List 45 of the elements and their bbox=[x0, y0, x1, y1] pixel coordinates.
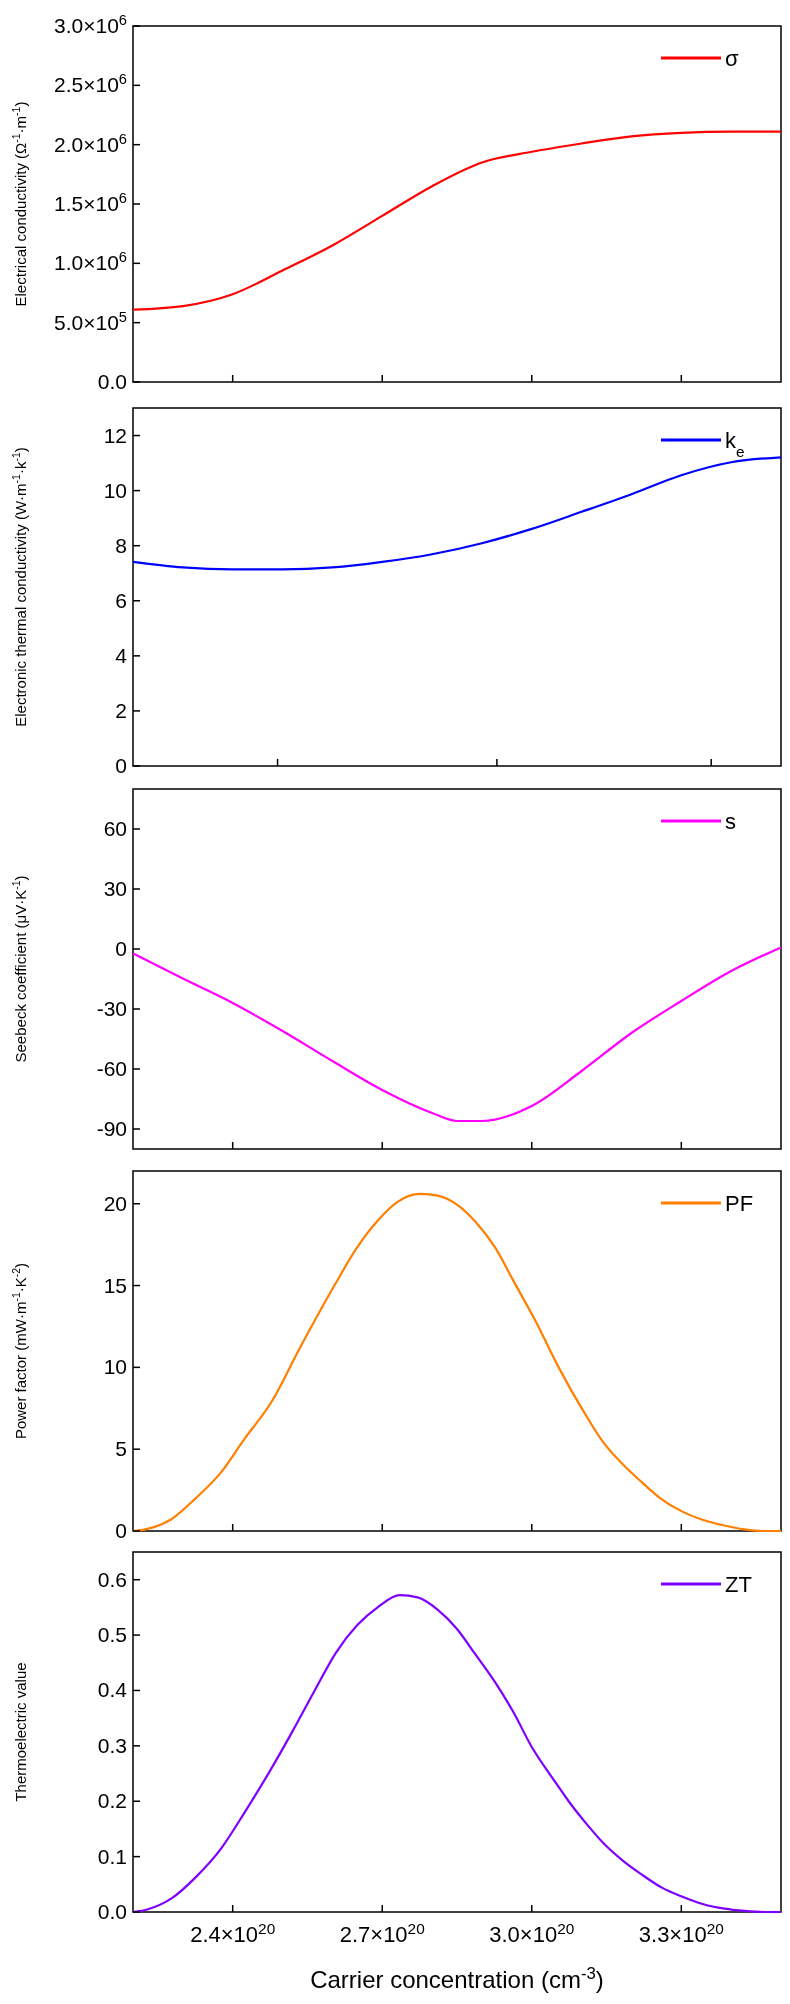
y-tick-label: 20 bbox=[103, 1191, 127, 1215]
y-tick-label: 3.0×10$^{6}$ bbox=[54, 12, 127, 37]
x-tick-label: 3.3×10$^{20}$ bbox=[638, 1919, 724, 1947]
y-tick-label: 2.5×10$^{6}$ bbox=[54, 71, 127, 97]
y-tick-label: 0.4 bbox=[97, 1678, 128, 1702]
y-tick-label: 10 bbox=[103, 478, 127, 502]
y-tick-label: 1.5×10$^{6}$ bbox=[54, 190, 127, 215]
x-tick-label: 2.4×10$^{20}$ bbox=[190, 1919, 276, 1947]
legend-label: s bbox=[725, 809, 736, 834]
line-series bbox=[131, 130, 782, 311]
y-tick-label: 8 bbox=[115, 533, 127, 557]
legend-label: ZT bbox=[725, 1572, 752, 1597]
y-tick-label: 0 bbox=[115, 1519, 127, 1542]
y-tick-label: 60 bbox=[103, 817, 127, 840]
y-tick-label: 0.5 bbox=[97, 1623, 127, 1647]
x-tick-label: 2.7×10$^{20}$ bbox=[339, 1919, 425, 1947]
legend-label: σ bbox=[725, 46, 739, 71]
y-tick-label: 0 bbox=[115, 937, 127, 960]
y-tick-label: 12 bbox=[103, 423, 127, 447]
y-tick-label: 0.2 bbox=[97, 1789, 127, 1813]
line-series bbox=[131, 456, 782, 571]
x-axis-title: Carrier concentration (cm$^{-3}$) bbox=[310, 1963, 604, 1993]
x-tick-label: 3.0×10$^{20}$ bbox=[489, 1919, 575, 1947]
y-tick-label: 10 bbox=[103, 1355, 127, 1379]
y-tick-label: 2 bbox=[115, 698, 127, 722]
y-tick-label: 5 bbox=[115, 1437, 127, 1461]
y-tick-label: 4 bbox=[115, 643, 128, 667]
y-tick-label: 0.6 bbox=[97, 1567, 127, 1591]
legend-label: k$_{e}$ bbox=[725, 428, 745, 460]
y-tick-label: -90 bbox=[96, 1117, 127, 1140]
y-tick-label: -30 bbox=[96, 997, 127, 1020]
y-tick-label: 5.0×10$^{5}$ bbox=[54, 308, 127, 334]
y-tick-label: 0.0 bbox=[97, 1900, 127, 1923]
y-tick-label: 2.0×10$^{6}$ bbox=[54, 130, 127, 156]
y-tick-label: 0 bbox=[115, 754, 127, 777]
y-tick-label: 6 bbox=[115, 588, 127, 612]
y-tick-label: 15 bbox=[103, 1273, 127, 1297]
y-tick-label: 0.3 bbox=[97, 1733, 127, 1757]
legend-label: PF bbox=[725, 1191, 754, 1216]
y-axis-title: Thermoelectric value bbox=[12, 1662, 29, 1802]
y-tick-label: 30 bbox=[103, 877, 127, 900]
y-tick-label: 0.1 bbox=[97, 1844, 127, 1868]
y-tick-label: -60 bbox=[96, 1057, 127, 1080]
y-tick-label: 1.0×10$^{6}$ bbox=[54, 249, 127, 275]
y-tick-label: 0.0 bbox=[97, 370, 127, 393]
